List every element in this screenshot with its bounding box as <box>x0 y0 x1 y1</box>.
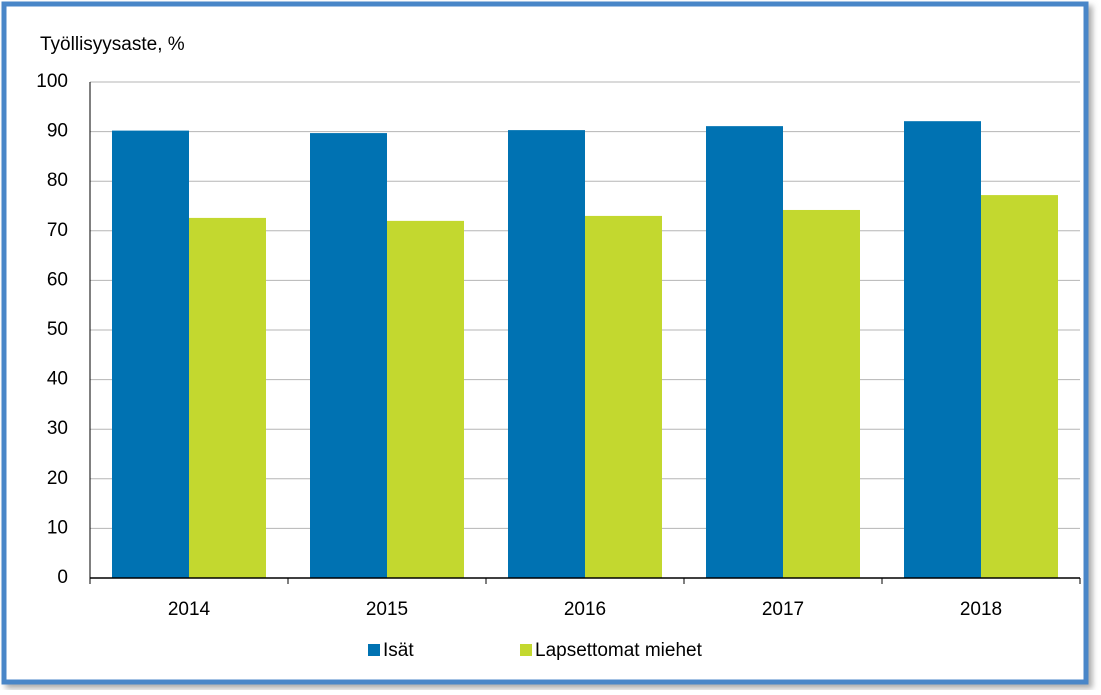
bar <box>981 195 1058 578</box>
y-tick-label: 40 <box>47 369 68 390</box>
x-tick-label: 2016 <box>564 599 606 620</box>
x-tick-label: 2015 <box>366 599 408 620</box>
bar <box>585 215 662 579</box>
y-tick-label: 10 <box>47 517 68 538</box>
bar <box>189 217 266 579</box>
bar <box>783 209 860 578</box>
y-tick-label: 90 <box>47 121 68 142</box>
bar <box>904 121 981 579</box>
y-tick-label: 0 <box>57 567 68 588</box>
y-tick-label: 30 <box>47 418 68 439</box>
y-tick-label: 70 <box>47 220 68 241</box>
x-tick-label: 2018 <box>960 599 1002 620</box>
bar <box>310 133 387 578</box>
legend-label: Isät <box>383 640 414 661</box>
y-axis-title: Työllisyysaste, % <box>40 34 185 55</box>
legend-label: Lapsettomat miehet <box>535 640 703 661</box>
legend-swatch <box>520 644 532 656</box>
y-tick-label: 80 <box>47 170 68 191</box>
y-tick-label: 60 <box>47 269 68 290</box>
bar <box>387 220 464 578</box>
y-tick-label: 20 <box>47 468 68 489</box>
legend-swatch <box>368 644 380 656</box>
x-tick-label: 2014 <box>168 599 211 620</box>
bar <box>508 130 585 578</box>
bar <box>112 130 189 578</box>
y-tick-label: 100 <box>36 71 68 92</box>
x-tick-label: 2017 <box>762 599 804 620</box>
y-tick-label: 50 <box>47 319 68 340</box>
bar <box>706 126 783 579</box>
